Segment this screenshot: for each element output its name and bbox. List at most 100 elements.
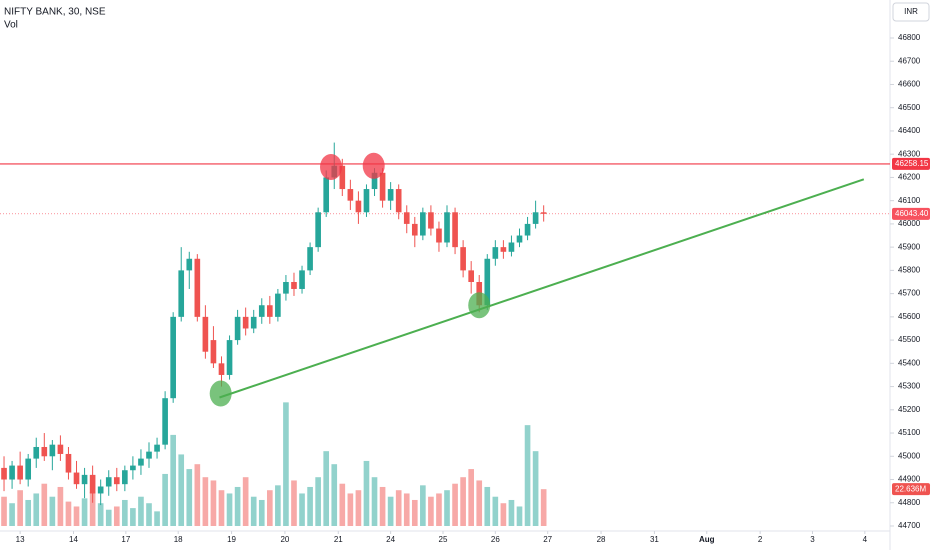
y-tick-label: 46200 xyxy=(898,173,921,182)
candle-body xyxy=(267,305,273,317)
candle-body xyxy=(452,212,458,248)
volume-bar xyxy=(516,506,523,526)
candle-body xyxy=(170,316,176,399)
candle-body xyxy=(540,212,547,214)
currency-button[interactable] xyxy=(892,2,930,22)
x-tick-label: 14 xyxy=(69,535,78,544)
candle-body xyxy=(299,270,305,289)
y-tick-label: 45500 xyxy=(898,335,921,344)
volume-bar xyxy=(452,483,458,526)
volume-bar xyxy=(307,486,313,526)
volume-bar xyxy=(411,499,418,526)
x-tick-label: 20 xyxy=(280,535,289,544)
candle-body xyxy=(508,242,515,252)
candle-body xyxy=(154,444,160,452)
y-tick-label: 45200 xyxy=(898,405,921,414)
volume-bar xyxy=(178,454,185,526)
x-tick-label: 31 xyxy=(650,535,659,544)
candle-body xyxy=(210,340,217,364)
candle-body xyxy=(146,451,152,459)
candle-body xyxy=(258,305,265,317)
volume-bar xyxy=(130,508,136,526)
candle-body xyxy=(226,340,233,375)
volume-bar xyxy=(540,489,547,526)
candle-body xyxy=(323,177,330,213)
volume-bar xyxy=(484,486,491,526)
candle-body xyxy=(113,477,120,485)
currency-label[interactable]: INR xyxy=(904,7,918,16)
x-tick-label: 25 xyxy=(439,535,448,544)
candle-body xyxy=(387,189,394,201)
volume-bar xyxy=(460,477,466,526)
candle-body xyxy=(25,458,32,480)
volume-bar xyxy=(363,460,370,526)
volume-bar xyxy=(242,477,249,526)
candle-body xyxy=(500,247,507,252)
volume-bar xyxy=(170,434,176,526)
candle-body xyxy=(202,316,209,352)
volume-bar xyxy=(17,490,23,526)
volume-bar xyxy=(283,402,289,526)
y-tick-label: 45900 xyxy=(898,242,921,251)
volume-bar xyxy=(371,477,378,526)
candle-body xyxy=(403,212,410,224)
volume-bar xyxy=(395,490,402,526)
candle-body xyxy=(218,363,225,375)
volume-bar xyxy=(347,493,354,526)
candle-body xyxy=(73,472,80,485)
candle-body xyxy=(307,247,313,271)
y-tick-label: 46600 xyxy=(898,80,921,89)
candle-body xyxy=(347,189,354,201)
volume-bar xyxy=(250,496,257,526)
x-tick-label: Aug xyxy=(699,535,715,544)
candle-body xyxy=(371,172,378,190)
x-tick-label: 21 xyxy=(334,535,343,544)
highlight-marker xyxy=(362,152,385,179)
candle-body xyxy=(17,465,23,480)
y-tick-label: 45800 xyxy=(898,265,921,274)
x-tick-label: 18 xyxy=(174,535,183,544)
y-tick-label: 46300 xyxy=(898,149,921,158)
volume-bar xyxy=(202,477,209,526)
volume-bar xyxy=(258,499,265,526)
volume-bar xyxy=(41,483,48,526)
candle-body xyxy=(250,316,257,329)
volume-bar xyxy=(428,496,434,526)
volume-bar xyxy=(81,498,88,526)
volume-bar xyxy=(436,493,442,526)
candle-body xyxy=(363,189,370,213)
candle-body xyxy=(57,444,64,454)
y-tick-label: 45600 xyxy=(898,312,921,321)
volume-bar xyxy=(299,493,305,526)
volume-bar xyxy=(65,501,72,526)
candle-body xyxy=(178,270,185,317)
volume-bar xyxy=(97,503,104,526)
volume-bar xyxy=(122,499,128,526)
candle-body xyxy=(436,228,442,243)
y-tick-label: 45000 xyxy=(898,451,921,460)
x-tick-label: 28 xyxy=(597,535,606,544)
candle-body xyxy=(291,282,297,289)
candle-body xyxy=(81,474,88,485)
volume-bar xyxy=(186,469,193,526)
last-price-label-box xyxy=(892,207,930,220)
last-volume-label-box xyxy=(892,483,930,496)
candle-body xyxy=(1,467,7,480)
y-tick-label: 44700 xyxy=(898,521,921,530)
volume-bar xyxy=(210,480,217,526)
x-tick-label: 24 xyxy=(386,535,395,544)
volume-bar xyxy=(105,509,112,526)
candle-body xyxy=(89,474,96,494)
volume-bar xyxy=(146,503,152,526)
candle-body xyxy=(468,270,474,282)
volume-bar xyxy=(57,486,64,526)
candle-body xyxy=(460,247,466,271)
last-volume-label: 22.636M xyxy=(895,484,926,493)
candle-body xyxy=(242,316,249,329)
chart-title: NIFTY BANK, 30, NSE xyxy=(4,7,106,18)
x-tick-label: 3 xyxy=(810,535,815,544)
volume-bar xyxy=(154,511,160,526)
plot: 44700 44800 44900 45000 45100 45200 45300 45400… xyxy=(0,33,930,544)
candle-body xyxy=(484,258,491,306)
